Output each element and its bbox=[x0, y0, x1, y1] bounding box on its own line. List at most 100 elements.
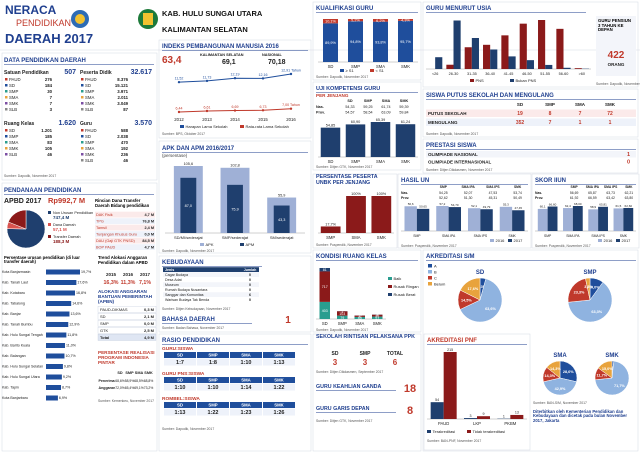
row-label: Nas. bbox=[535, 191, 542, 195]
cell: 52,07 bbox=[464, 191, 473, 195]
panel bbox=[422, 88, 639, 138]
bullet bbox=[81, 159, 84, 162]
source: Sumber: Ditjen Kebudayaan, November 2017 bbox=[162, 307, 231, 311]
header-cell bbox=[230, 377, 262, 383]
category-label: SMA bbox=[351, 235, 360, 240]
value-label: 66,60 bbox=[549, 202, 557, 206]
category-label: SMP bbox=[413, 234, 421, 238]
bullet bbox=[5, 102, 8, 105]
legend-swatch bbox=[240, 243, 244, 246]
value-cell bbox=[263, 358, 295, 366]
ratio-value: 1:14 bbox=[240, 385, 252, 391]
row-label: DAU (Gaji GTK PNSD) bbox=[96, 239, 136, 243]
value-label: 2 bbox=[359, 314, 361, 318]
ratio-value: 1:13 bbox=[273, 360, 284, 366]
category-label: Kab. Hulu Sungai Tengah bbox=[2, 333, 43, 337]
bar bbox=[370, 122, 391, 157]
source: Sumber: Dapodik, November 2017 bbox=[426, 132, 478, 136]
panel bbox=[312, 333, 422, 452]
value-label: 43,3 bbox=[278, 218, 285, 222]
legend-swatch bbox=[428, 270, 432, 274]
value-label: 6,44 bbox=[176, 107, 183, 111]
section-title: KEBUDAYAAN bbox=[162, 260, 204, 266]
value-label: 215 bbox=[447, 348, 453, 352]
legend-label: 2017 bbox=[514, 238, 524, 243]
row-bg bbox=[163, 297, 259, 302]
value-cell bbox=[197, 408, 229, 416]
column-label: SMA bbox=[135, 371, 144, 375]
x-tick-label: 2013 bbox=[202, 117, 212, 122]
bullet bbox=[5, 153, 8, 156]
pie-slice bbox=[546, 360, 561, 379]
source: Sumber: Badan Bahasa, November 2017 bbox=[162, 326, 224, 330]
column-label: SMP bbox=[208, 378, 217, 383]
bar bbox=[319, 268, 330, 272]
bar bbox=[323, 19, 338, 24]
legend-label: Terakreditasi bbox=[433, 429, 456, 434]
bar bbox=[483, 44, 491, 69]
bar bbox=[477, 416, 490, 419]
value-label: 13,6% bbox=[70, 312, 81, 316]
value-cell bbox=[263, 408, 295, 416]
bar bbox=[354, 316, 365, 319]
header-cell bbox=[230, 352, 262, 358]
cell: 68,8% bbox=[144, 379, 154, 383]
value-label: 94,8% bbox=[350, 40, 361, 44]
category-label: SMK bbox=[620, 234, 628, 238]
value-label: 61,5 bbox=[616, 204, 622, 208]
header-cell bbox=[263, 352, 295, 358]
bullet bbox=[81, 102, 84, 105]
category-label: 41-45 bbox=[504, 72, 514, 76]
row-value: 2.038 bbox=[117, 134, 128, 139]
cell: 7 bbox=[549, 120, 552, 126]
panel bbox=[158, 39, 312, 139]
category-label: PAUD bbox=[438, 421, 449, 426]
category-label: SD bbox=[328, 159, 334, 164]
legend-label: Belum bbox=[434, 282, 446, 287]
value-label: 56,6 bbox=[408, 202, 414, 206]
bullet bbox=[5, 129, 8, 132]
category-label: 31-35 bbox=[467, 72, 477, 76]
value-label: 5,2% bbox=[351, 19, 360, 23]
category-label: SD/MI/sederajat bbox=[174, 235, 204, 240]
point bbox=[177, 110, 181, 114]
row-label: Jenis bbox=[165, 268, 174, 272]
bullet bbox=[5, 141, 8, 144]
bar bbox=[446, 64, 454, 69]
value-label: 65,39 bbox=[376, 118, 386, 122]
legend-label: Tidak terakreditasi bbox=[473, 429, 506, 434]
category-label: SMP bbox=[338, 321, 347, 326]
value-label: 49 bbox=[358, 316, 362, 320]
bar bbox=[464, 47, 472, 69]
bar bbox=[436, 206, 449, 231]
nas-label: NASIONAL bbox=[262, 53, 283, 57]
panel bbox=[397, 173, 532, 249]
row-label: SLB bbox=[9, 107, 17, 112]
value-label: 7,00 Tahun bbox=[282, 103, 300, 107]
column-label: SD bbox=[177, 353, 183, 358]
value-label: 57,2 bbox=[440, 202, 446, 206]
row-value: 0 bbox=[249, 288, 251, 292]
value-cell bbox=[164, 408, 196, 416]
category-label: SMK bbox=[508, 234, 516, 238]
bar bbox=[537, 208, 548, 231]
row-value: 2.011 bbox=[117, 95, 128, 100]
row-bg bbox=[98, 327, 156, 334]
bullet bbox=[81, 129, 84, 132]
category-label: SMA bbox=[376, 64, 385, 69]
section-title: KONDISI RUANG KELAS bbox=[316, 254, 387, 260]
header-cell bbox=[164, 402, 196, 408]
legend-swatch bbox=[240, 125, 244, 128]
column-label: SMA bbox=[241, 353, 251, 358]
ratio-value: 1:7 bbox=[176, 360, 184, 366]
category-label: SMA IPS bbox=[474, 234, 488, 238]
bar bbox=[526, 60, 534, 69]
cell: 51,30 bbox=[464, 196, 473, 200]
value-label: 6,69 bbox=[232, 105, 239, 109]
value-label: 9,8% bbox=[64, 365, 73, 369]
section-title: GURU GARIS DEPAN bbox=[316, 406, 370, 412]
bar bbox=[435, 57, 443, 69]
value-label: 54,85 bbox=[326, 123, 336, 127]
table-title: ROMBEL:SISWA bbox=[162, 396, 200, 402]
row-label: MENGULANG bbox=[428, 120, 458, 125]
